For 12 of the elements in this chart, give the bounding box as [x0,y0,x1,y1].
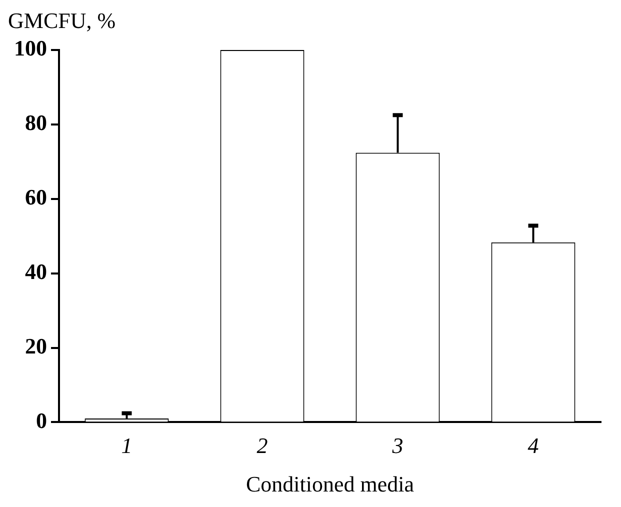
y-tick-label: 100 [14,36,47,61]
x-tick-label: 2 [256,433,268,458]
y-tick-label: 80 [25,110,47,136]
y-tick-label: 60 [25,184,47,210]
y-tick-label: 40 [25,259,47,284]
x-tick-label: 4 [528,433,539,458]
x-tick-label: 3 [391,433,404,458]
x-axis-title: Conditioned media [246,472,414,497]
y-axis-title: GMCFU, % [8,8,116,34]
y-tick-label: 0 [36,408,47,433]
y-tick-label: 20 [25,333,47,358]
x-tick-label: 1 [121,433,132,458]
